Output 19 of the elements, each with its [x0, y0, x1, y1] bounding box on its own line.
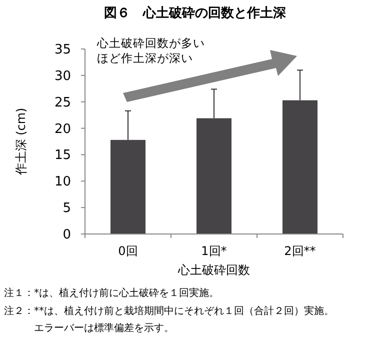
text: 注１：*は、植え付け前に心土破砕を１回実施。 [4, 287, 219, 299]
y-tick-label: 10 [54, 174, 71, 190]
x-tick-label: 1回* [201, 244, 227, 258]
annotation: 心土破砕回数が多い [96, 36, 205, 50]
chart-title: 図６ 心土破砕の回数と作土深 [104, 5, 287, 21]
annotation: ほど作土深が深い [97, 51, 193, 65]
text: 注２：**は、植え付け前と栽培期間中にそれぞれ１回（合計２回）実施。 [4, 305, 334, 317]
y-tick-label: 0 [62, 228, 71, 242]
x-tick-label: 2回** [284, 244, 316, 258]
text: エラーバーは標準偏差を示す。 [4, 322, 174, 334]
y-tick-label: 5 [62, 201, 71, 216]
y-axis-title: 作土深 (cm) [14, 108, 28, 176]
y-tick-label: 15 [54, 148, 71, 164]
x-axis-title: 心土破砕回数 [177, 263, 250, 277]
y-tick-label: 20 [54, 122, 71, 137]
y-tick-label: 35 [54, 42, 71, 58]
y-tick-label: 30 [54, 68, 71, 84]
x-tick-label: 0回 [118, 244, 138, 258]
y-tick-label: 25 [54, 95, 71, 110]
